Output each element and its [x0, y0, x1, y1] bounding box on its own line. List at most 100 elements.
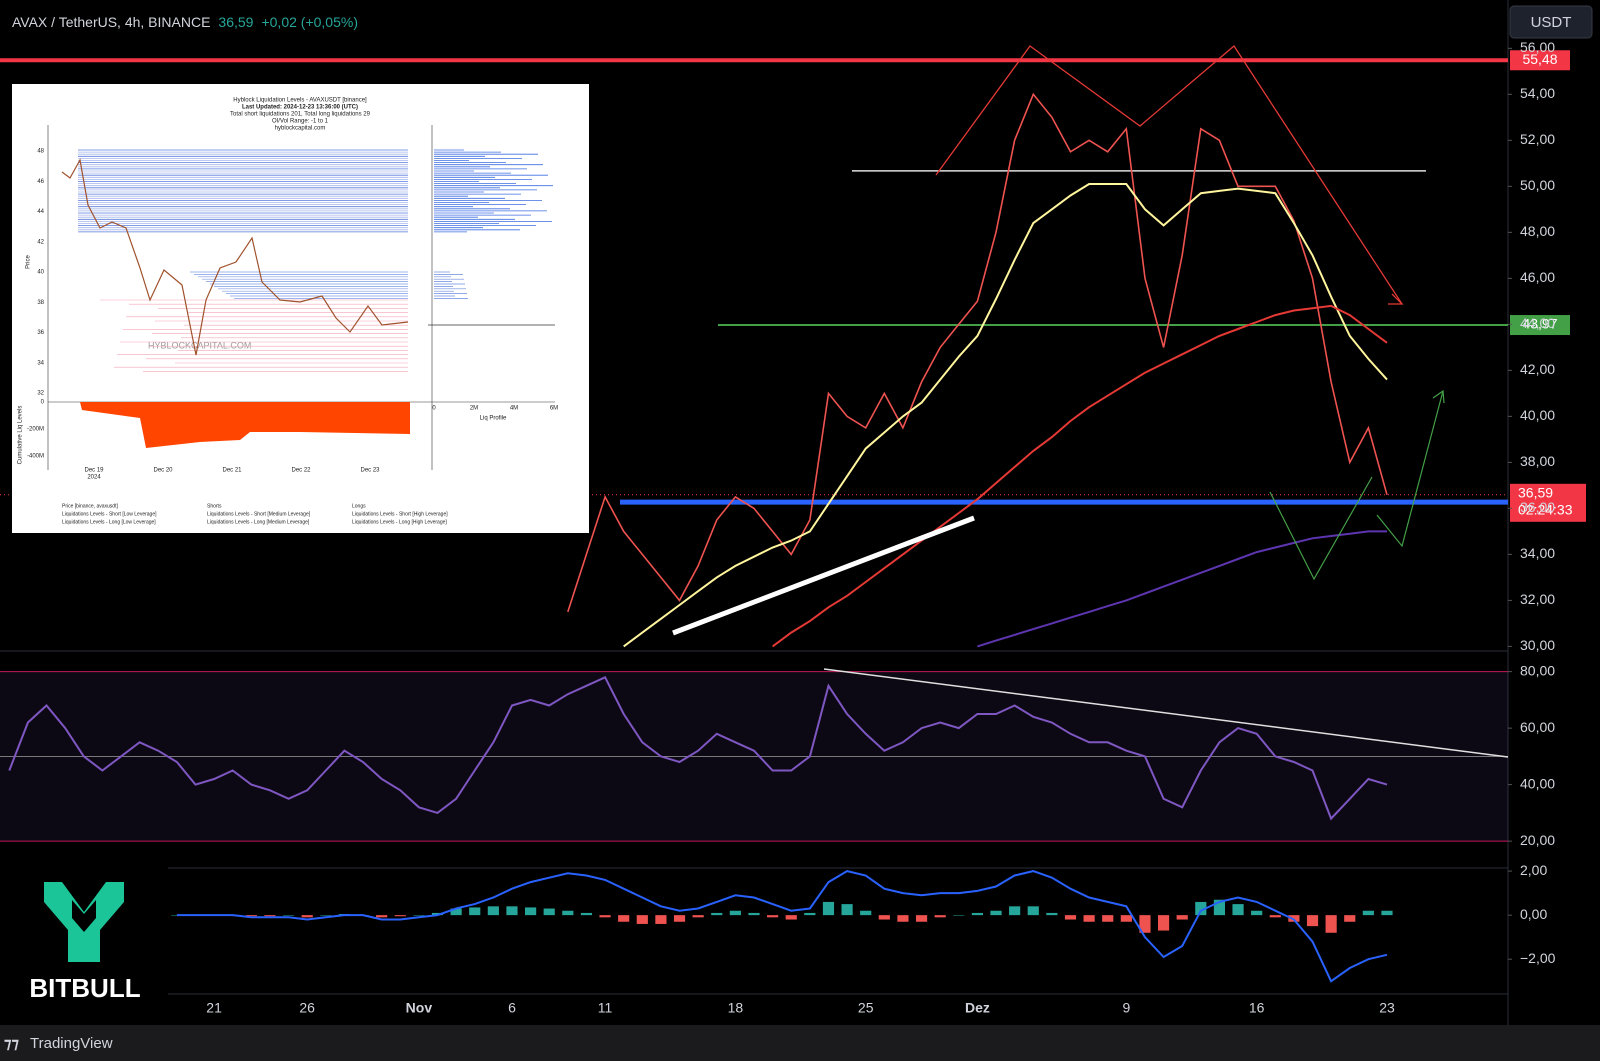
x-tick-label: 9: [1122, 1000, 1130, 1016]
inset-legend-item: Liquidations Levels - Long [Low Leverage…: [62, 519, 156, 525]
histogram-bar: [990, 910, 1002, 916]
inset-price-tick: 42: [37, 239, 44, 245]
y-tick-label: 32,00: [1520, 591, 1555, 607]
inset-profile-tick: 2M: [470, 406, 478, 412]
inset-legend-item: Price [binance, avaxusdt]: [62, 503, 118, 509]
histogram-bar: [860, 910, 872, 916]
inset-date: Dec 20: [153, 468, 173, 474]
inset-price-tick: 46: [37, 179, 44, 185]
histogram-bar: [729, 910, 741, 916]
histogram-bar: [1325, 915, 1337, 933]
series-line: [623, 183, 1388, 648]
price-tag: [1510, 50, 1570, 71]
x-tick-label: 11: [598, 1000, 613, 1016]
drawing-zigzag: [935, 45, 1403, 305]
histogram-bar: [822, 901, 835, 916]
inset-price-tick: 48: [37, 149, 44, 155]
drawing-rsi-trendline: [823, 668, 1509, 758]
inset-watermark: HYBLOCKCAPITAL.COM: [148, 340, 251, 350]
histogram-bar: [525, 907, 537, 916]
y-tick-label: 52,00: [1520, 131, 1555, 147]
y-tick-label: 80,00: [1520, 662, 1555, 678]
last-price-label: 36,59: [1518, 485, 1553, 501]
inset-price-tick: 38: [37, 300, 44, 306]
inset-y-label: Price: [26, 255, 32, 269]
inset-cum-tick: -400M: [27, 454, 44, 460]
inset-price-tick: 44: [37, 209, 44, 215]
currency-label[interactable]: USDT: [1531, 14, 1572, 31]
y-tick-label: 50,00: [1520, 177, 1555, 193]
inset-legend-item: Liquidations Levels - Short [Low Leverag…: [62, 511, 157, 517]
inset-range: OI/Vol Range: -1 to 1: [272, 119, 329, 125]
histogram-bar: [1213, 899, 1226, 916]
y-tick-label: 30,00: [1520, 637, 1555, 653]
inset-date: Dec 23: [360, 468, 380, 474]
y-tick-label: 38,00: [1520, 453, 1555, 469]
inset-legend-item: Liquidations Levels - Long [High Leverag…: [352, 519, 447, 525]
histogram-bar: [804, 912, 816, 916]
histogram-bar: [655, 915, 667, 924]
liquidation-inset: Hyblock Liquidation Levels - AVAXUSDT [b…: [12, 84, 589, 533]
series-line: [567, 92, 1388, 613]
x-tick-label: Nov: [406, 1000, 433, 1016]
logo-text: BITBULL: [29, 973, 140, 1003]
inset-profile-tick: 0: [432, 406, 436, 412]
inset-price-tick: 40: [37, 270, 44, 276]
last-price-tag: [1510, 483, 1586, 522]
histogram-bar: [841, 904, 853, 916]
histogram-bar: [413, 915, 425, 916]
histogram-bar: [1362, 910, 1374, 916]
x-tick-label: 23: [1379, 1000, 1395, 1016]
histogram-bar: [487, 906, 499, 916]
histogram-bar: [711, 912, 723, 916]
inset-legend-item: Liquidations Levels - Long [Medium Lever…: [207, 519, 310, 525]
drawing-trendline: [672, 515, 975, 636]
y-tick-label: 36,00: [1520, 499, 1555, 515]
x-tick-label: 21: [206, 1000, 222, 1016]
histogram-bar: [1064, 915, 1077, 920]
histogram-bar: [692, 915, 704, 918]
inset-date: Dec 19: [84, 468, 104, 474]
histogram-bar: [897, 915, 909, 922]
inset-profile-label: Liq Profile: [480, 416, 507, 422]
inset-profile-tick: 6M: [550, 406, 558, 412]
histogram-bar: [1251, 910, 1263, 916]
histogram-bar: [915, 915, 928, 922]
histogram-bar: [953, 915, 965, 916]
inset-legend-item: Longs: [352, 503, 366, 509]
histogram-bar: [1232, 904, 1244, 916]
y-tick-label: 42,00: [1520, 361, 1555, 377]
histogram-bar: [320, 915, 332, 916]
histogram-bar: [469, 907, 481, 916]
y-tick-label: 46,00: [1520, 269, 1555, 285]
footer-brand[interactable]: TradingView: [30, 1035, 113, 1052]
histogram-bar: [264, 915, 276, 917]
series-line: [772, 304, 1388, 648]
histogram-bar: [1027, 906, 1039, 916]
y-tick-label: 20,00: [1520, 832, 1555, 848]
histogram-bar: [506, 906, 518, 916]
histogram-bar: [1009, 906, 1021, 916]
histogram-bar: [376, 915, 388, 918]
inset-legend-item: Liquidations Levels - Short [High Levera…: [352, 511, 448, 517]
histogram-bar: [1139, 915, 1151, 933]
currency-button[interactable]: [1509, 5, 1593, 39]
drawing-arrow: [1432, 389, 1445, 404]
inset-cum-tick: 0: [41, 400, 45, 406]
inset-cum-tick: -200M: [27, 427, 44, 433]
histogram-bar: [394, 915, 406, 917]
x-tick-label: 18: [728, 1000, 744, 1016]
price: 36,59: [218, 14, 253, 30]
x-tick-label: 25: [858, 1000, 874, 1016]
y-tick-label: −2,00: [1520, 950, 1556, 966]
price-tag-label: 43,97: [1522, 316, 1557, 332]
logo-mark-cutout: [72, 900, 96, 932]
histogram-bar: [934, 915, 946, 918]
x-tick-label: 6: [508, 1000, 516, 1016]
histogram-bar: [1344, 915, 1356, 922]
histogram-bar: [785, 915, 797, 920]
inset-price-line: [61, 158, 409, 356]
inset-price-tick: 34: [37, 360, 44, 366]
histogram-bar: [878, 915, 890, 920]
